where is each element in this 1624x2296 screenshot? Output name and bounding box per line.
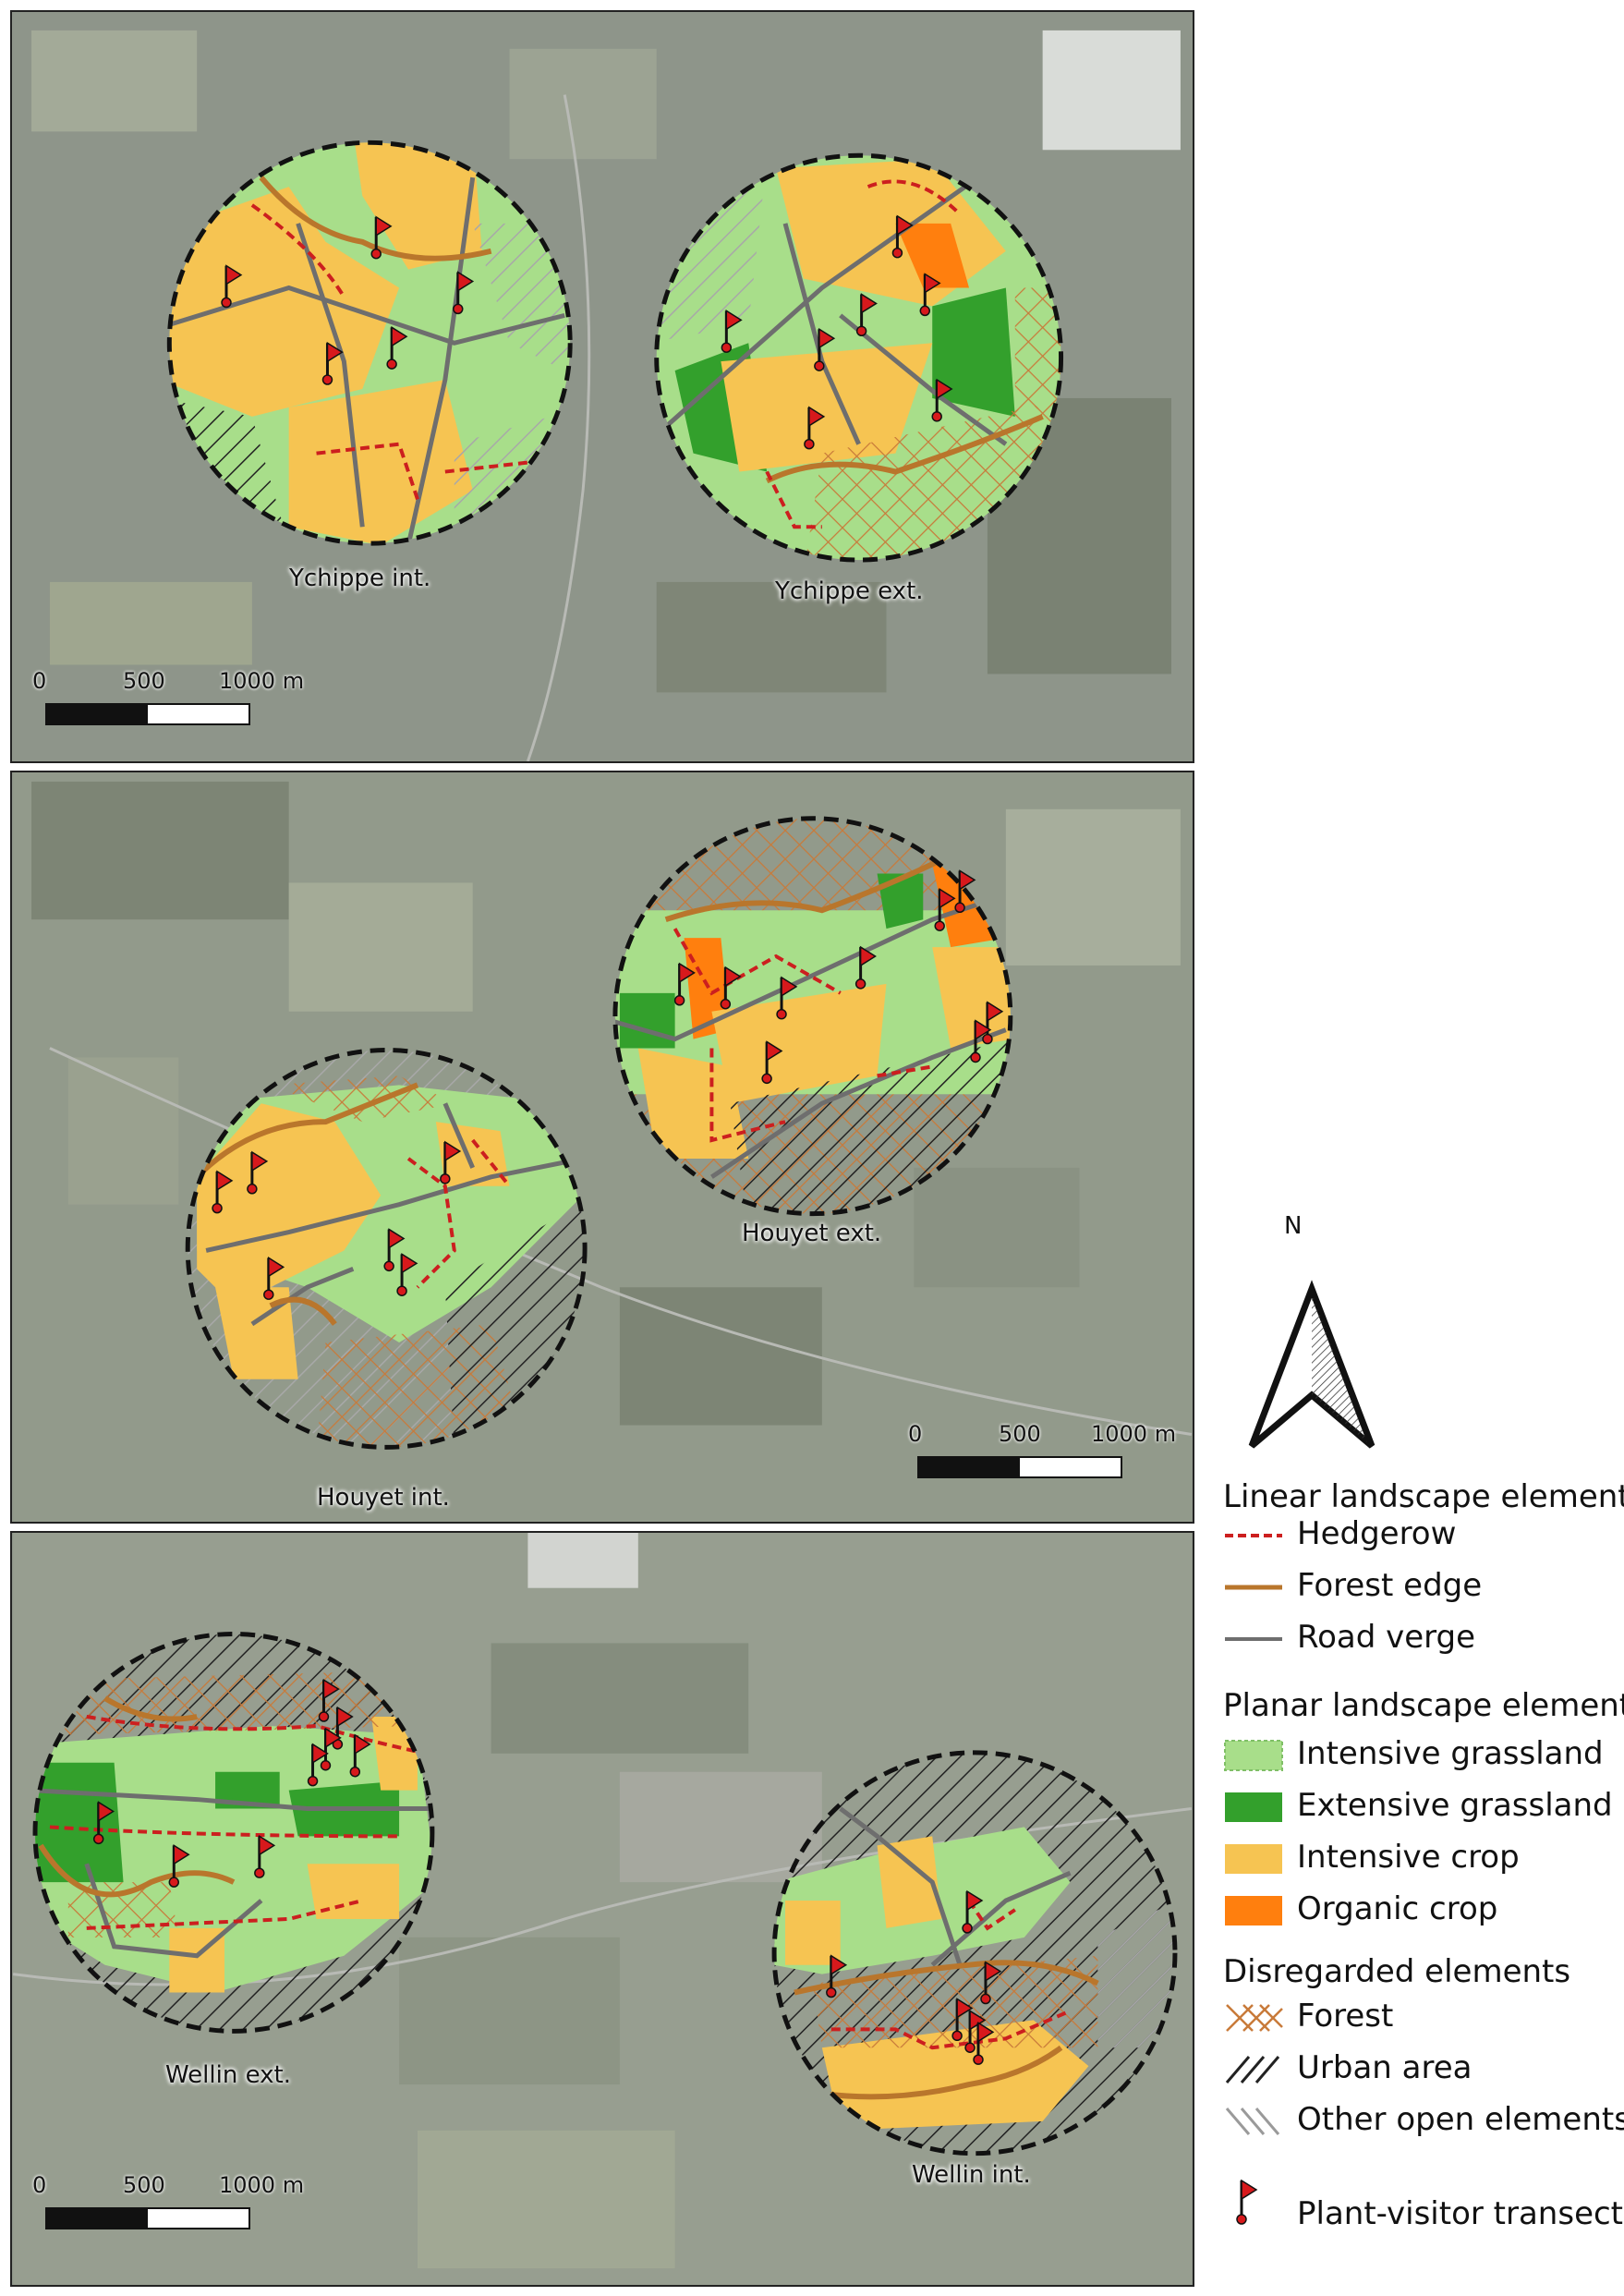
forest-patch — [491, 1643, 749, 1754]
legend-item-forest: Forest — [1223, 1998, 1620, 2038]
greenhouse-patch — [1042, 30, 1181, 151]
site-label: Wellin int. — [912, 2161, 1031, 2189]
extensive-grassland-swatch — [1225, 1792, 1282, 1822]
field-patch — [1005, 808, 1181, 966]
legend-label: Intensive grassland — [1297, 1735, 1604, 1772]
scale-bar-graphic — [45, 703, 250, 725]
houyet-map-canvas — [13, 772, 1193, 1522]
legend-label: Hedgerow — [1297, 1515, 1457, 1552]
wellin-map-canvas — [12, 1533, 1193, 2285]
map-legend: N Linear landscape element Hedgerow Fore… — [1210, 1201, 1624, 2296]
scale-tick: 500 — [999, 1421, 1041, 1447]
field-patch — [31, 30, 198, 132]
legend-item-road-verge: Road verge — [1223, 1619, 1620, 1659]
buffer-outline — [612, 816, 1013, 1217]
field-patch — [914, 1167, 1080, 1288]
legend-label: Extensive grassland — [1297, 1787, 1613, 1824]
scale-tick: 500 — [123, 2172, 165, 2198]
site-label: Houyet int. — [317, 1484, 450, 1512]
road-verge-line-icon — [1225, 1637, 1282, 1641]
legend-item-transect: Plant-visitor transects — [1223, 2179, 1624, 2236]
scale-bar-graphic — [45, 2207, 250, 2229]
scale-tick: 1000 m — [219, 2172, 305, 2198]
buffer-outline — [166, 140, 573, 546]
legend-item-extensive-grassland: Extensive grassland — [1223, 1787, 1620, 1828]
buffer-houyet-ext — [614, 818, 1011, 1214]
scale-bar: 0 500 1000 m — [32, 668, 304, 727]
scale-tick: 0 — [908, 1421, 923, 1447]
buffer-houyet-int — [188, 1050, 586, 1448]
background-road — [526, 94, 591, 761]
intensive-grassland-swatch — [1224, 1740, 1283, 1771]
other-open-hatch-swatch — [1225, 2108, 1280, 2135]
field-patch — [67, 1057, 179, 1205]
site-label: Ychippe ext. — [775, 577, 924, 605]
forest-patch — [619, 1287, 822, 1426]
scale-bar: 0 500 1000 m — [908, 1421, 1176, 1480]
buffer-outline — [654, 152, 1064, 563]
north-label: N — [1284, 1212, 1303, 1240]
forest-patch — [31, 781, 289, 920]
quarry-patch — [527, 1533, 638, 1588]
legend-item-hedgerow: Hedgerow — [1223, 1515, 1620, 1556]
legend-item-organic-crop: Organic crop — [1223, 1890, 1620, 1931]
intensive-crop-swatch — [1225, 1844, 1282, 1874]
legend-label: Other open elements — [1297, 2101, 1624, 2138]
legend-heading: Planar landscape element — [1223, 1687, 1624, 1724]
background-road — [49, 1047, 1193, 1436]
field-patch — [509, 48, 657, 160]
forest-patch — [656, 581, 887, 693]
buffer-wellin-ext — [35, 1634, 432, 2030]
north-arrow-icon — [1248, 1280, 1376, 1449]
scale-tick: 1000 m — [219, 668, 305, 694]
urban-patch — [619, 1771, 822, 1883]
scale-bar-graphic — [917, 1456, 1122, 1478]
forest-crosshatch-swatch — [1226, 2004, 1283, 2032]
hedgerow-line-icon — [1225, 1534, 1282, 1537]
map-panel-houyet[interactable]: Houyet ext. Houyet int. 0 500 1000 m — [10, 771, 1194, 1524]
site-label: Ychippe int. — [289, 565, 431, 592]
field-patch — [49, 581, 252, 665]
buffer-outline — [185, 1048, 588, 1450]
transect-flag-icon — [1236, 2179, 1258, 2225]
legend-label: Organic crop — [1297, 1890, 1498, 1927]
map-panel-wellin[interactable]: Wellin ext. Wellin int. 0 500 1000 m — [10, 1531, 1194, 2287]
legend-label: Intensive crop — [1297, 1839, 1520, 1876]
legend-item-other-open: Other open elements — [1223, 2101, 1624, 2142]
scale-tick: 500 — [123, 668, 165, 694]
legend-heading: Disregarded elements — [1223, 1953, 1571, 1990]
scale-tick: 1000 m — [1091, 1421, 1177, 1447]
field-patch — [417, 2130, 675, 2269]
legend-label: Forest edge — [1297, 1567, 1483, 1604]
legend-item-intensive-crop: Intensive crop — [1223, 1839, 1620, 1879]
legend-label: Plant-visitor transects — [1297, 2195, 1624, 2232]
scale-tick: 0 — [32, 2172, 47, 2198]
legend-item-forest-edge: Forest edge — [1223, 1567, 1620, 1608]
ychippe-map-canvas — [13, 12, 1192, 761]
scale-tick: 0 — [32, 668, 47, 694]
scale-bar: 0 500 1000 m — [32, 2172, 304, 2231]
legend-label: Forest — [1297, 1998, 1394, 2035]
urban-hatch-swatch — [1225, 2056, 1280, 2083]
map-panel-ychippe[interactable]: Ychippe int. Ychippe ext. 0 500 1000 m — [10, 10, 1194, 763]
forest-edge-line-icon — [1225, 1585, 1282, 1590]
site-label: Houyet ext. — [742, 1220, 882, 1247]
site-label: Wellin ext. — [165, 2061, 291, 2089]
legend-item-intensive-grassland: Intensive grassland — [1223, 1735, 1620, 1776]
legend-label: Urban area — [1297, 2049, 1473, 2086]
legend-label: Road verge — [1297, 1619, 1476, 1656]
field-patch — [288, 882, 473, 1012]
legend-item-urban-area: Urban area — [1223, 2049, 1620, 2090]
buffer-ychippe-ext — [656, 155, 1061, 561]
buffer-wellin-int — [774, 1753, 1175, 2154]
field-patch — [399, 1937, 620, 2085]
legend-heading: Linear landscape element — [1223, 1478, 1624, 1515]
buffer-outline — [771, 1750, 1178, 2156]
organic-crop-swatch — [1225, 1896, 1282, 1925]
buffer-outline — [32, 1631, 435, 2034]
